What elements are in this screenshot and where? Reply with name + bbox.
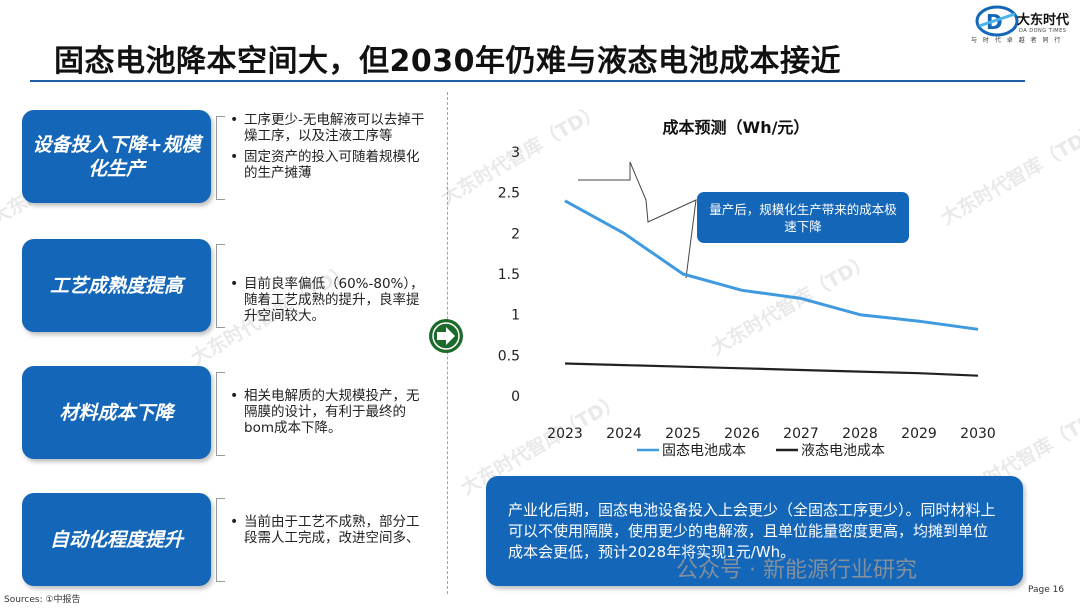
list-item: 当前由于工艺不成熟，部分工段需人工完成，改进空间多、 — [230, 514, 430, 546]
y-tick-label: 3 — [511, 145, 520, 161]
x-tick-label: 2030 — [960, 426, 996, 442]
arrow-right-icon — [429, 319, 463, 353]
chart-annotation: 量产后，规模化生产带来的成本极速下降 — [697, 192, 909, 243]
list-item: 相关电解质的大规模投产，无隔膜的设计，有利于最终的bom成本下降。 — [230, 388, 430, 436]
wechat-overlay: 公众号 · 新能源行业研究 — [676, 558, 917, 583]
x-tick-label: 2028 — [842, 426, 878, 442]
feature-material-cost: 材料成本下降 — [22, 366, 211, 459]
page-number: Page 16 — [1028, 585, 1065, 595]
list-item: 固定资产的投入可随着规模化的生产摊薄 — [230, 149, 430, 181]
legend-label: 液态电池成本 — [801, 443, 885, 459]
y-tick-label: 0.5 — [498, 348, 520, 364]
bullet-list: 当前由于工艺不成熟，部分工段需人工完成，改进空间多、 — [230, 514, 430, 551]
y-tick-label: 2 — [511, 226, 520, 242]
feature-process-maturity: 工艺成熟度提高 — [22, 239, 211, 332]
source-note: Sources: ①中报告 — [4, 595, 81, 605]
bracket — [216, 244, 225, 328]
title-divider — [30, 80, 1025, 82]
logo: D 大东时代 DA DONG TIMES 与 时 代 卓 越 者 同 行 — [971, 2, 1075, 44]
logo-subtitle: DA DONG TIMES — [1019, 28, 1067, 34]
x-tick-label: 2023 — [547, 426, 583, 442]
bullet-list: 工序更少-无电解液可以去掉干燥工序，以及注液工序等 固定资产的投入可随着规模化的… — [230, 112, 430, 186]
bracket — [216, 498, 225, 582]
logo-mark-icon: D — [975, 5, 1019, 37]
page-title: 固态电池降本空间大，但2030年仍难与液态电池成本接近 — [54, 44, 841, 79]
y-tick-label: 2.5 — [498, 186, 520, 202]
chart-title: 成本预测（Wh/元） — [663, 118, 810, 137]
y-tick-label: 1.5 — [498, 267, 520, 283]
x-tick-label: 2026 — [724, 426, 760, 442]
bracket — [216, 116, 225, 200]
y-tick-label: 0 — [511, 389, 520, 405]
bullet-list: 目前良率偏低（60%-80%），随着工艺成熟的提升，良率提升空间较大。 — [230, 276, 430, 329]
y-tick-label: 1 — [511, 308, 520, 324]
legend-label: 固态电池成本 — [662, 443, 746, 459]
bullet-list: 相关电解质的大规模投产，无隔膜的设计，有利于最终的bom成本下降。 — [230, 388, 430, 441]
series-line-1 — [564, 362, 979, 377]
series-line-0 — [564, 199, 979, 331]
logo-tagline: 与 时 代 卓 越 者 同 行 — [971, 37, 1063, 44]
summary-box: 产业化后期，固态电池设备投入上会更少（全固态工序更少）。同时材料上可以不使用隔膜… — [486, 476, 1023, 586]
logo-name: 大东时代 — [1017, 13, 1070, 28]
x-tick-label: 2027 — [783, 426, 819, 442]
feature-automation: 自动化程度提升 — [22, 493, 211, 586]
cost-forecast-chart: 成本预测（Wh/元） 0 0.5 1 1.5 2 2.5 3 2023 2024 2025 202… — [498, 118, 996, 459]
annotation-bracket — [578, 161, 697, 279]
x-tick-label: 2024 — [606, 426, 642, 442]
x-tick-label: 2025 — [665, 426, 701, 442]
list-item: 目前良率偏低（60%-80%），随着工艺成熟的提升，良率提升空间较大。 — [230, 276, 430, 324]
x-tick-label: 2029 — [901, 426, 937, 442]
feature-equipment-scale: 设备投入下降+规模化生产 — [22, 110, 211, 203]
list-item: 工序更少-无电解液可以去掉干燥工序，以及注液工序等 — [230, 112, 430, 144]
bracket — [216, 372, 225, 456]
